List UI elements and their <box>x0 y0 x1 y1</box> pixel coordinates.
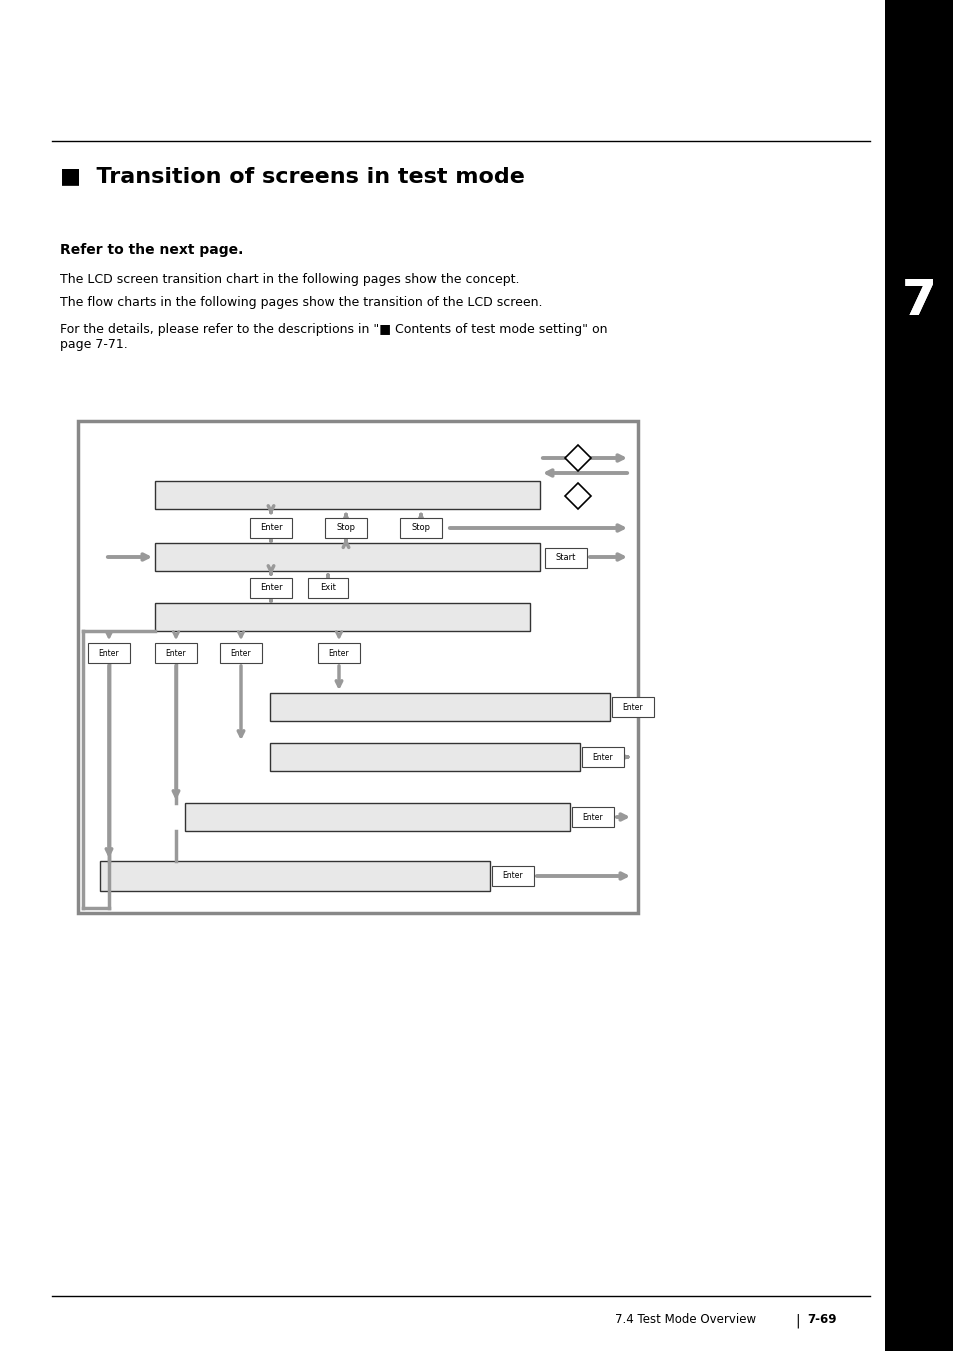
Text: Enter: Enter <box>502 871 523 881</box>
Bar <box>88 643 130 663</box>
Text: Stop: Stop <box>336 523 355 532</box>
Bar <box>270 743 579 771</box>
Text: Enter: Enter <box>259 584 282 593</box>
Text: Enter: Enter <box>329 648 349 658</box>
Bar <box>612 697 654 717</box>
Text: ■  Transition of screens in test mode: ■ Transition of screens in test mode <box>60 166 524 186</box>
Text: OPERATOR PANEL MENUS: OPERATOR PANEL MENUS <box>913 605 923 738</box>
Bar <box>220 643 262 663</box>
Text: Exit: Exit <box>319 584 335 593</box>
Bar <box>250 517 292 538</box>
Bar <box>317 643 359 663</box>
Polygon shape <box>564 484 590 509</box>
Bar <box>884 0 953 1351</box>
Bar <box>544 549 586 567</box>
Bar <box>78 422 638 913</box>
Bar <box>100 861 490 892</box>
Bar <box>270 693 609 721</box>
Text: Stop: Stop <box>411 523 430 532</box>
Text: Enter: Enter <box>166 648 186 658</box>
Bar <box>154 603 530 631</box>
Text: Enter: Enter <box>582 812 602 821</box>
Text: 7: 7 <box>901 277 936 326</box>
Bar <box>399 517 441 538</box>
Bar <box>581 747 623 767</box>
Text: OPERATOR PANEL MENUS: OPERATOR PANEL MENUS <box>913 635 923 767</box>
Text: Enter: Enter <box>622 703 642 712</box>
Bar <box>250 578 292 598</box>
Bar <box>154 481 539 509</box>
Bar <box>154 543 539 571</box>
Text: Enter: Enter <box>231 648 251 658</box>
Text: Refer to the next page.: Refer to the next page. <box>60 243 243 257</box>
Text: 7.4 Test Mode Overview: 7.4 Test Mode Overview <box>615 1313 756 1325</box>
Bar <box>185 802 569 831</box>
Text: The LCD screen transition chart in the following pages show the concept.: The LCD screen transition chart in the f… <box>60 273 519 286</box>
Text: 7-69: 7-69 <box>806 1313 836 1325</box>
Bar <box>325 517 367 538</box>
Text: Enter: Enter <box>592 753 613 762</box>
Polygon shape <box>564 444 590 471</box>
Bar <box>884 261 953 340</box>
Text: |: | <box>794 1313 799 1328</box>
Text: Enter: Enter <box>259 523 282 532</box>
Text: The flow charts in the following pages show the transition of the LCD screen.: The flow charts in the following pages s… <box>60 296 542 309</box>
Bar <box>572 807 614 827</box>
Text: Start: Start <box>556 554 576 562</box>
Text: 7: 7 <box>901 277 936 326</box>
Bar <box>308 578 348 598</box>
Text: For the details, please refer to the descriptions in "■ Contents of test mode se: For the details, please refer to the des… <box>60 323 607 351</box>
Bar <box>154 643 196 663</box>
Bar <box>884 261 953 340</box>
Bar <box>884 0 953 1351</box>
Text: Enter: Enter <box>98 648 119 658</box>
Bar <box>492 866 534 886</box>
